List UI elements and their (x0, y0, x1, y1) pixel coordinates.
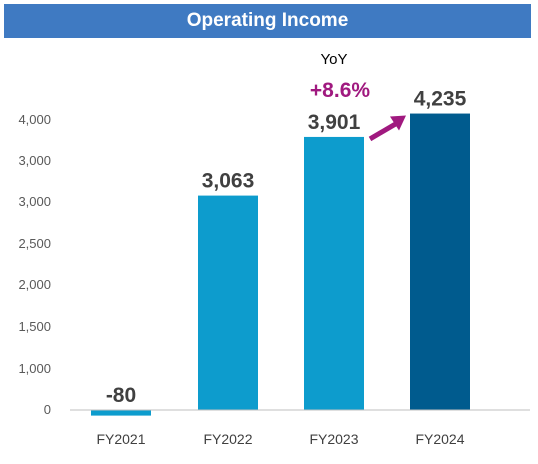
x-tick-label: FY2022 (203, 431, 252, 447)
y-tick-label: 4,000 (18, 112, 51, 127)
y-tick-label: 3,000 (18, 194, 51, 209)
y-axis-ticks: 0 1,000 1,500 2,000 2,500 3,000 3,000 4,000 (18, 112, 51, 417)
bars (91, 113, 470, 416)
bar-fy2022 (198, 195, 258, 410)
chart-title: Operating Income (4, 4, 531, 38)
data-label: -80 (106, 384, 136, 407)
bar-fy2024 (410, 113, 470, 411)
yoy-annotation: YoY +8.6% (310, 51, 406, 142)
yoy-arrow-shaft (368, 120, 400, 142)
bar-fy2023 (304, 136, 364, 410)
y-tick-label: 0 (44, 402, 51, 417)
data-label: 3,063 (202, 170, 255, 193)
data-label: 3,901 (308, 111, 361, 134)
yoy-arrow-head (390, 115, 406, 131)
y-tick-label: 1,500 (18, 319, 51, 334)
y-tick-label: 2,500 (18, 236, 51, 251)
x-tick-label: FY2021 (96, 431, 145, 447)
x-axis-labels: FY2021 FY2022 FY2023 FY2024 (96, 431, 464, 447)
yoy-value: +8.6% (310, 79, 370, 102)
x-tick-label: FY2023 (309, 431, 358, 447)
yoy-label: YoY (321, 51, 348, 68)
y-tick-label: 3,000 (18, 153, 51, 168)
x-tick-label: FY2024 (415, 431, 464, 447)
y-tick-label: 2,000 (18, 277, 51, 292)
data-label: 4,235 (414, 88, 467, 111)
bar-fy2021 (91, 410, 151, 416)
data-labels: -80 3,063 3,901 4,235 (106, 88, 467, 407)
y-tick-label: 1,000 (18, 361, 51, 376)
